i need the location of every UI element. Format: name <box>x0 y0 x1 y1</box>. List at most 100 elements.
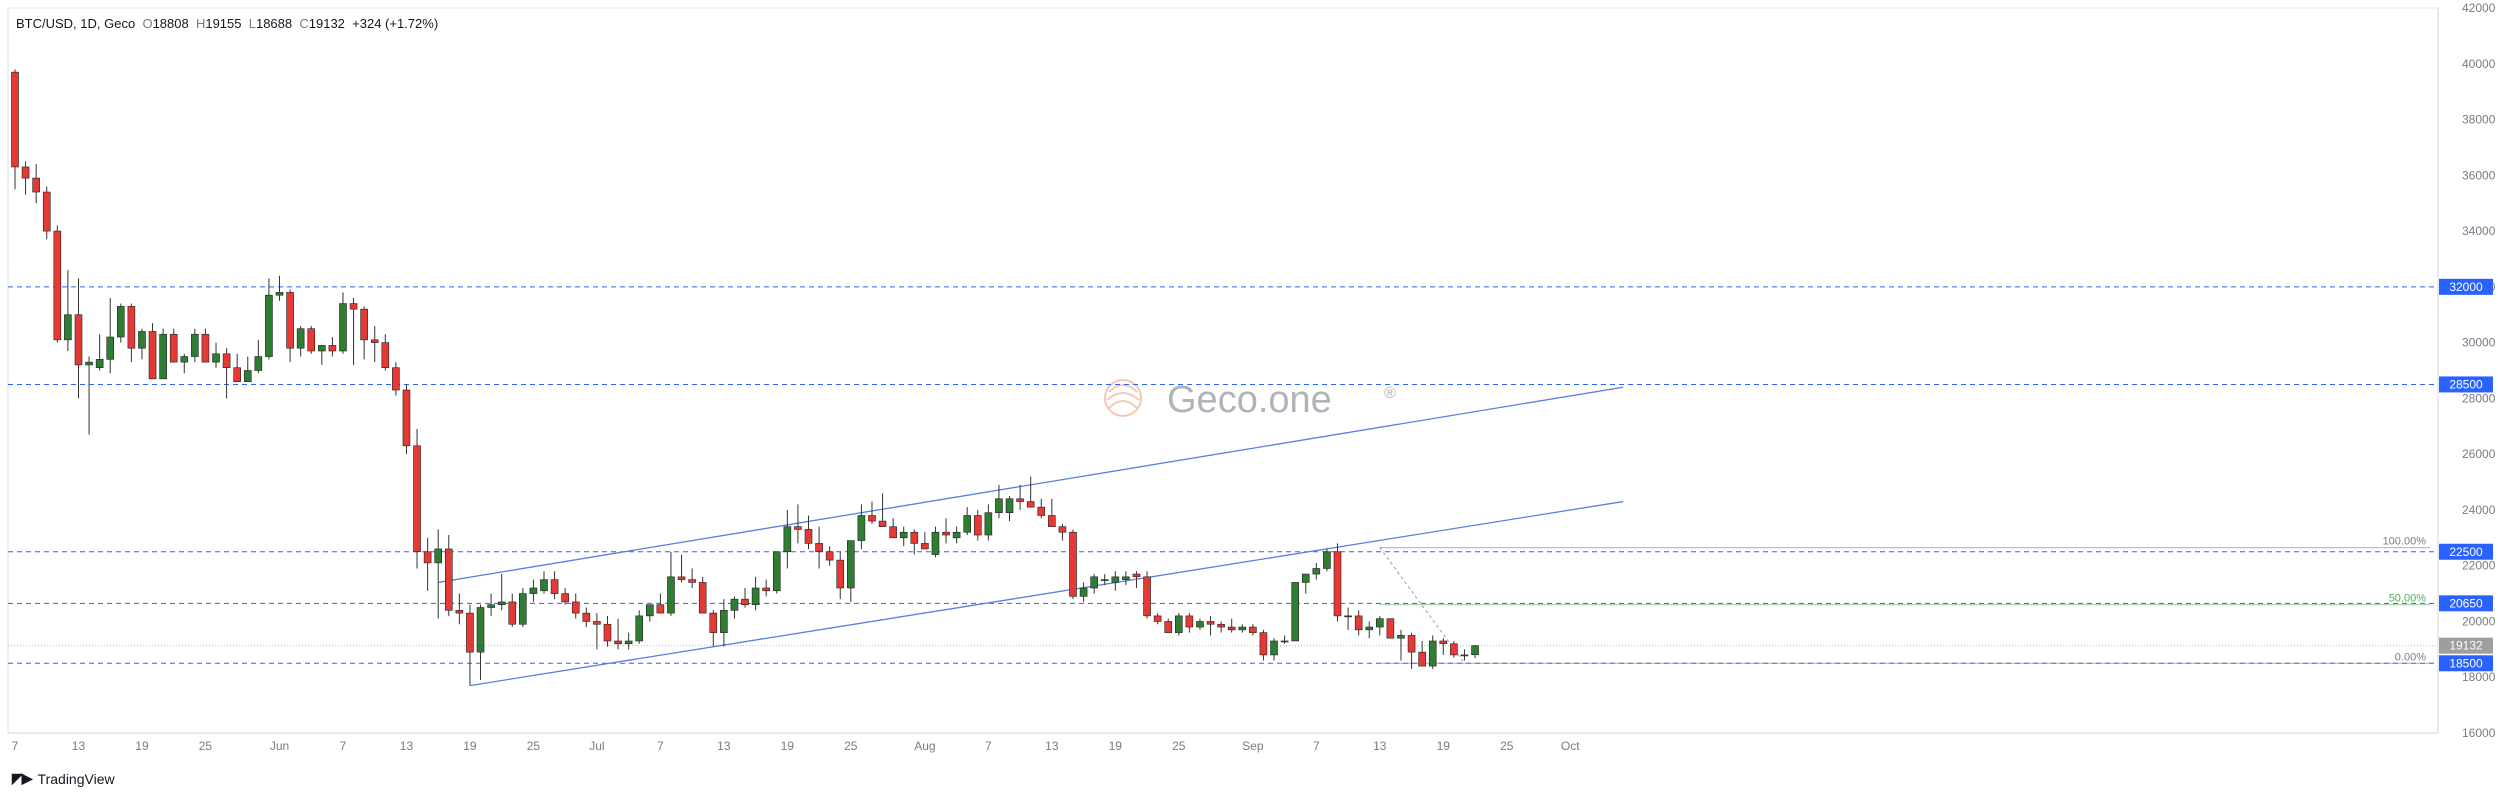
candle-body <box>1016 498 1024 502</box>
candle-body <box>233 367 241 382</box>
level-price-tag <box>2439 595 2493 612</box>
candle-body <box>169 333 178 363</box>
trendline <box>469 500 1624 687</box>
candle-body <box>804 529 813 544</box>
x-tick-label: 7 <box>657 739 664 753</box>
candle-body <box>243 370 252 382</box>
candle-body <box>180 356 189 363</box>
candle-body <box>307 328 316 352</box>
candle-body <box>751 587 760 606</box>
candle-body <box>794 526 802 530</box>
candle-body <box>1450 643 1458 656</box>
change-value: +324 (+1.72%) <box>352 16 439 31</box>
x-tick-label: Jul <box>589 739 604 753</box>
candle-body <box>1407 635 1416 653</box>
candle-body <box>360 308 368 341</box>
tradingview-footer[interactable]: ◤▶ TradingView <box>12 770 115 787</box>
candle-body <box>1005 498 1014 514</box>
candle-body <box>1249 626 1257 633</box>
candle-body <box>624 640 633 645</box>
candle-body <box>476 607 485 653</box>
candle-body <box>847 540 855 589</box>
x-tick-label: 7 <box>1313 739 1320 753</box>
x-tick-label: Oct <box>1561 739 1580 753</box>
candle-body <box>1132 573 1141 578</box>
y-tick-label: 24000 <box>2462 503 2496 517</box>
candle-body <box>540 579 548 592</box>
y-tick-label: 22000 <box>2462 559 2496 573</box>
candle-body <box>127 306 136 349</box>
fib-label: 50.00% <box>2389 593 2427 605</box>
candle-body <box>561 593 569 603</box>
candle-body <box>508 601 517 625</box>
fib-label: 0.00% <box>2395 651 2426 663</box>
candle-body <box>878 520 887 527</box>
y-tick-label: 16000 <box>2462 726 2496 740</box>
candle-body <box>1058 526 1067 533</box>
candle-body <box>32 177 40 193</box>
candle-body <box>212 353 220 363</box>
current-price-label: 19132 <box>2449 639 2483 653</box>
candle-body <box>614 640 622 645</box>
candle-body <box>1439 640 1448 645</box>
candle-body <box>1206 621 1215 625</box>
level-price-label: 22500 <box>2449 545 2483 559</box>
candle-body <box>1100 579 1109 581</box>
candle-body <box>466 612 474 653</box>
candle-body <box>1217 623 1225 628</box>
candle-body <box>720 610 728 633</box>
candle-body <box>349 303 358 310</box>
support-resistance-levels: 100.00% 50.00% 0.00% <box>8 286 2438 664</box>
candle-body <box>995 498 1003 514</box>
candle-body <box>444 548 453 611</box>
candle-body <box>550 579 559 594</box>
candle-body <box>677 576 686 580</box>
candle-body <box>497 601 506 606</box>
candle-body <box>53 230 62 341</box>
y-tick-label: 36000 <box>2462 168 2496 182</box>
level-price-tag <box>2439 376 2493 393</box>
y-tick-label: 20000 <box>2462 614 2496 628</box>
candle-body <box>1460 654 1469 657</box>
candle-body <box>1259 632 1268 656</box>
candle-body <box>1143 576 1151 617</box>
candle-body <box>1037 506 1046 516</box>
candle-body <box>85 361 93 366</box>
candle-body <box>730 598 739 611</box>
candle-body <box>328 345 337 352</box>
low-value: 18688 <box>255 16 293 31</box>
candle-body <box>265 294 273 357</box>
watermark-reg: ® <box>1384 385 1396 402</box>
y-tick-label: 42000 <box>2462 1 2496 15</box>
candle-body <box>318 345 326 352</box>
x-tick-label: Aug <box>914 739 935 753</box>
x-tick-label: 13 <box>1045 739 1059 753</box>
y-tick-label: 18000 <box>2462 670 2496 684</box>
candle-body <box>667 576 675 614</box>
candle-body <box>1397 635 1405 639</box>
candle-body <box>487 604 495 608</box>
level-price-tag <box>2439 655 2493 672</box>
candle-body <box>1196 621 1204 628</box>
candle-body <box>1323 551 1331 569</box>
candle-body <box>95 359 104 369</box>
candles <box>11 69 1479 686</box>
level-price-label: 18500 <box>2449 656 2483 670</box>
candle-body <box>413 445 421 553</box>
candle-body <box>191 333 199 357</box>
x-tick-label: 19 <box>781 739 795 753</box>
candle-body <box>148 331 157 380</box>
candle-body <box>339 303 347 352</box>
candle-body <box>1291 582 1299 642</box>
x-tick-label: 7 <box>985 739 992 753</box>
candle-body <box>973 515 982 536</box>
candle-body <box>1270 640 1278 656</box>
geco-logo-icon <box>1104 379 1142 417</box>
candle-body <box>656 604 665 614</box>
candle-body <box>698 582 707 614</box>
x-tick-label: 19 <box>135 739 149 753</box>
watermark: Geco.one ® <box>1104 379 1396 421</box>
candle-body <box>201 333 210 363</box>
candle-body <box>984 512 993 536</box>
